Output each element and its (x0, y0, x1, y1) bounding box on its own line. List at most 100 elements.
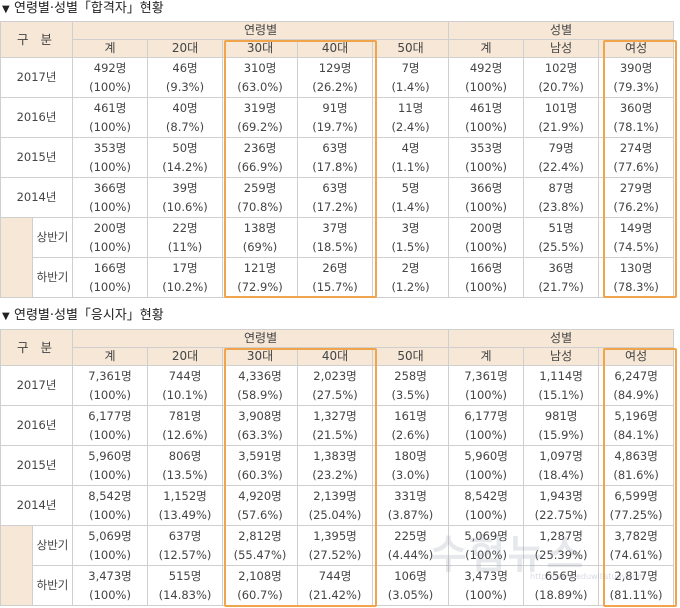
table-cell: 87명 (23.8%) (523, 177, 600, 218)
cell-count: 161명 (394, 408, 427, 423)
cell-count: 8,542명 (88, 488, 132, 503)
table-row: 2014년 366명 (100%) 39명 (10.6%) 259명 (70.8%) 63명 (… (0, 177, 675, 218)
table-cell: 310명 (63.0%) (222, 57, 299, 98)
cell-count: 5,069명 (88, 528, 132, 543)
cell-percent: (14.83%) (158, 587, 212, 602)
table-cell: 161명 (2.6%) (372, 405, 450, 446)
cell-count: 39명 (172, 180, 198, 195)
cell-count: 1,114명 (539, 368, 583, 383)
table-row: 2015년 5,960명 (100%) 806명 (13.5%) 3,591명 (60.3%… (0, 445, 675, 486)
cell-percent: (81.11%) (609, 587, 663, 602)
cell-count: 236명 (243, 140, 277, 155)
row-group-spacer (0, 217, 33, 298)
row-label: 하반기 (31, 257, 74, 298)
table-cell: 461명 (100%) (448, 97, 525, 138)
cell-percent: (60.7%) (237, 587, 283, 602)
cell-count: 1,152명 (163, 488, 207, 503)
cell-percent: (1.2%) (391, 279, 430, 294)
column-header: 20대 (147, 347, 224, 366)
cell-count: 5,196명 (614, 408, 658, 423)
cell-percent: (100%) (89, 587, 131, 602)
cell-percent: (63.0%) (237, 79, 283, 94)
table-cell: 138명 (69%) (222, 217, 299, 258)
table-cell: 149명 (74.5%) (598, 217, 675, 258)
table-cell: 36명 (21.7%) (523, 257, 600, 298)
cell-percent: (12.6%) (162, 427, 208, 442)
table-cell: 130명 (78.3%) (598, 257, 675, 298)
cell-count: 101명 (544, 100, 578, 115)
cell-percent: (17.2%) (312, 199, 358, 214)
cell-count: 102명 (544, 60, 578, 75)
table-cell: 656명 (18.89%) (523, 565, 600, 606)
cell-percent: (25.39%) (534, 547, 588, 562)
cell-count: 2,139명 (313, 488, 357, 503)
cell-count: 87명 (548, 180, 574, 195)
cell-count: 63명 (322, 180, 348, 195)
table-row: 2017년 7,361명 (100%) 744명 (10.1%) 4,336명 (58.9%… (0, 365, 675, 406)
cell-percent: (100%) (465, 587, 507, 602)
table-cell: 79명 (22.4%) (523, 137, 600, 178)
table-row: 2015년 353명 (100%) 50명 (14.2%) 236명 (66.9%) 63명 (… (0, 137, 675, 178)
cell-percent: (19.7%) (312, 119, 358, 134)
cell-percent: (18.89%) (534, 587, 588, 602)
cell-percent: (100%) (465, 387, 507, 402)
table-cell: 1,097명 (18.4%) (523, 445, 600, 486)
table-cell: 8,542명 (100%) (448, 485, 525, 526)
table-cell: 1,395명 (27.52%) (297, 525, 374, 566)
cell-percent: (22.4%) (538, 159, 584, 174)
table-cell: 2,812명 (55.47%) (222, 525, 299, 566)
table-cell: 353명 (100%) (72, 137, 149, 178)
table-cell: 2,817명 (81.11%) (598, 565, 675, 606)
column-header: 30대 (222, 347, 299, 366)
table-cell: 102명 (20.7%) (523, 57, 600, 98)
column-header: 50대 (372, 347, 450, 366)
cell-count: 2,023명 (313, 368, 357, 383)
row-label: 하반기 (31, 565, 74, 606)
triangle-down-icon: ▼ (2, 4, 10, 15)
cell-count: 121명 (243, 260, 277, 275)
cell-count: 310명 (243, 60, 277, 75)
section-title-text: 연령별·성별「응시자」현황 (14, 308, 164, 323)
table-cell: 515명 (14.83%) (147, 565, 224, 606)
table-row: 상반기 5,069명 (100%) 637명 (12.57%) 2,812명 (55.47%… (0, 525, 675, 606)
cell-percent: (100%) (465, 119, 507, 134)
cell-count: 200명 (93, 220, 127, 235)
cell-count: 3,782명 (614, 528, 658, 543)
cell-count: 130명 (619, 260, 653, 275)
section-title-text: 연령별·성별「합격자」현황 (14, 1, 164, 16)
cell-percent: (77.6%) (613, 159, 659, 174)
cell-count: 8,542명 (464, 488, 508, 503)
cell-count: 3명 (401, 220, 420, 235)
cell-count: 637명 (168, 528, 202, 543)
cell-percent: (18.4%) (538, 467, 584, 482)
cell-count: 1,097명 (539, 448, 583, 463)
cell-percent: (21.7%) (538, 279, 584, 294)
cell-count: 4,863명 (614, 448, 658, 463)
cell-count: 781명 (168, 408, 202, 423)
cell-percent: (8.7%) (165, 119, 205, 134)
cell-count: 259명 (243, 180, 277, 195)
table-cell: 236명 (66.9%) (222, 137, 299, 178)
cell-count: 461명 (93, 100, 127, 115)
table-cell: 390명 (79.3%) (598, 57, 675, 98)
cell-count: 6,177명 (88, 408, 132, 423)
table-cell: 91명 (19.7%) (297, 97, 374, 138)
cell-count: 331명 (394, 488, 427, 503)
table-cell: 37명 (18.5%) (297, 217, 374, 258)
cell-percent: (100%) (465, 427, 507, 442)
cell-count: 51명 (548, 220, 574, 235)
cell-percent: (78.3%) (613, 279, 659, 294)
row-label: 2015년 (0, 137, 74, 178)
cell-count: 129명 (318, 60, 352, 75)
cell-percent: (15.7%) (312, 279, 358, 294)
cell-percent: (25.04%) (308, 507, 362, 522)
table-cell: 22명 (11%) (147, 217, 224, 258)
cell-percent: (100%) (89, 119, 131, 134)
table-cell: 744명 (10.1%) (147, 365, 224, 406)
cell-percent: (18.5%) (312, 239, 358, 254)
column-header: 50대 (372, 39, 450, 58)
table-cell: 279명 (76.2%) (598, 177, 675, 218)
cell-percent: (14.2%) (162, 159, 208, 174)
column-header: 계 (72, 347, 149, 366)
table-cell: 129명 (26.2%) (297, 57, 374, 98)
